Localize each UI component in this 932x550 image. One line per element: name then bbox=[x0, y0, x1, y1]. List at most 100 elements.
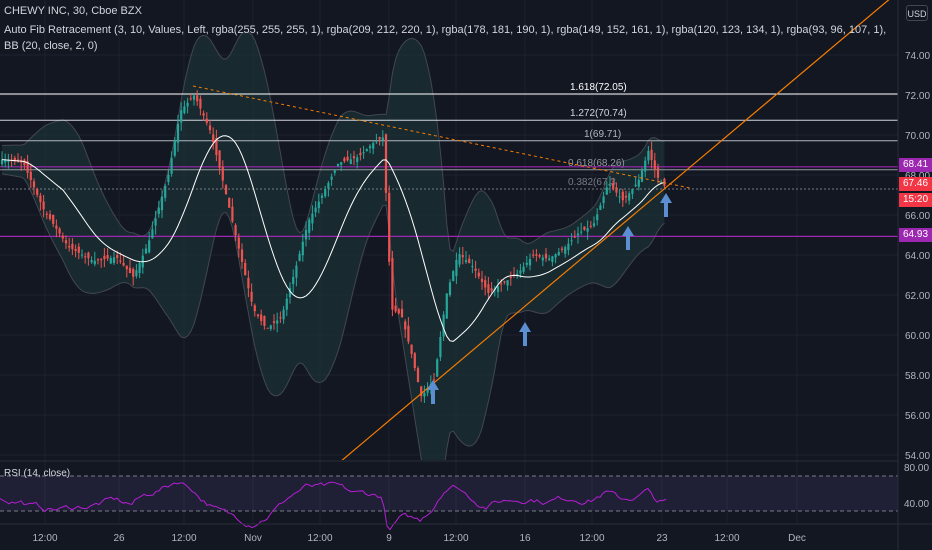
price-axis-tick: 54.00 bbox=[905, 451, 930, 462]
fib-indicator-label[interactable]: Auto Fib Retracement (3, 10, Values, Lef… bbox=[4, 24, 888, 36]
bollinger-lower-band bbox=[1, 173, 665, 460]
candle-body bbox=[237, 237, 240, 249]
candle-body bbox=[64, 240, 68, 244]
candle-body bbox=[170, 157, 173, 174]
candle-body bbox=[378, 137, 381, 140]
price-axis-tick: 70.00 bbox=[905, 131, 930, 142]
price-axis-tick: 58.00 bbox=[905, 371, 930, 382]
candle-body bbox=[314, 207, 317, 213]
candle-body bbox=[36, 189, 39, 195]
candle-body bbox=[432, 379, 436, 381]
candle-body bbox=[631, 189, 634, 194]
time-axis-tick: Dec bbox=[788, 533, 806, 544]
candle-body bbox=[244, 262, 247, 276]
rsi-axis-40: 40.00 bbox=[904, 499, 929, 510]
candle-body bbox=[618, 196, 621, 198]
candle-body bbox=[112, 257, 116, 263]
candle-body bbox=[528, 259, 532, 266]
candle-body bbox=[650, 149, 653, 160]
candle-body bbox=[58, 228, 61, 234]
price-axis[interactable]: 74.00 72.00 70.00 68.00 66.00 64.00 62.00 60.00… bbox=[905, 51, 930, 462]
candle-body bbox=[71, 243, 74, 250]
candle-body bbox=[592, 223, 596, 227]
up-arrow-icon bbox=[427, 380, 439, 404]
candle-body bbox=[532, 254, 535, 256]
candle-body bbox=[77, 246, 80, 253]
candle-body bbox=[186, 102, 189, 107]
candle-body bbox=[624, 195, 628, 198]
candle-body bbox=[205, 118, 208, 123]
symbol-title[interactable]: CHEWY INC, 30, Cboe BZX bbox=[4, 5, 142, 17]
bollinger-basis bbox=[1, 135, 665, 342]
candle-body bbox=[570, 240, 573, 242]
candle-body bbox=[196, 95, 199, 102]
candle-body bbox=[263, 316, 266, 326]
candle-body bbox=[93, 260, 96, 265]
candle-body bbox=[480, 278, 484, 282]
candle-body bbox=[605, 187, 608, 195]
arrow-annotations bbox=[427, 193, 672, 404]
candle-body bbox=[202, 113, 205, 116]
candle-body bbox=[602, 196, 605, 204]
time-axis-tick: 12:00 bbox=[307, 533, 332, 544]
candle-body bbox=[48, 214, 52, 220]
candle-body bbox=[349, 159, 352, 165]
candle-body bbox=[295, 265, 298, 278]
candle-body bbox=[256, 314, 260, 317]
candle-body bbox=[365, 149, 368, 152]
price-tag-64-93: 64.93 bbox=[899, 228, 932, 242]
candle-body bbox=[52, 214, 55, 224]
candle-body bbox=[55, 225, 58, 229]
candle-body bbox=[292, 277, 295, 285]
candle-body bbox=[490, 288, 493, 291]
candle-body bbox=[509, 277, 512, 279]
candle-body bbox=[26, 161, 29, 173]
candle-body bbox=[615, 187, 618, 193]
candle-body bbox=[538, 255, 541, 257]
time-axis-tick: Nov bbox=[244, 533, 262, 544]
candle-body bbox=[208, 125, 212, 131]
candlestick-series bbox=[0, 90, 666, 403]
candle-body bbox=[224, 185, 228, 195]
candle-body bbox=[439, 337, 442, 358]
candle-body bbox=[400, 308, 404, 318]
candle-body bbox=[183, 106, 186, 114]
candle-body bbox=[234, 225, 237, 236]
candle-body bbox=[637, 179, 640, 187]
fib-retracement: 1.618(72.05) 1.272(70.74) 1(69.71) 0.618(68… bbox=[0, 82, 898, 190]
candle-body bbox=[61, 235, 64, 239]
candle-body bbox=[343, 158, 346, 162]
candle-body bbox=[368, 146, 372, 149]
candle-body bbox=[279, 317, 282, 319]
fib-level-label: 0.382(67.3 bbox=[568, 177, 616, 188]
bb-indicator-label[interactable]: BB (20, close, 2, 0) bbox=[4, 40, 98, 52]
candle-body bbox=[464, 260, 468, 262]
candle-body bbox=[503, 281, 506, 283]
candle-body bbox=[445, 293, 448, 319]
candle-body bbox=[122, 262, 125, 266]
up-arrow-icon bbox=[622, 226, 634, 250]
candle-body bbox=[100, 259, 103, 261]
candle-body bbox=[276, 320, 279, 324]
time-axis[interactable]: 12:00 26 12:00 Nov 12:00 9 12:00 16 12:00 23 12:00… bbox=[32, 533, 805, 544]
rsi-indicator-label[interactable]: RSI (14, close) bbox=[4, 468, 71, 479]
candle-body bbox=[157, 207, 160, 214]
price-axis-tick: 72.00 bbox=[905, 91, 930, 102]
candle-body bbox=[333, 170, 336, 173]
candle-body bbox=[231, 206, 234, 222]
time-axis-tick: 12:00 bbox=[443, 533, 468, 544]
resistance-trendline-dashed[interactable] bbox=[192, 85, 691, 189]
candle-body bbox=[471, 266, 474, 268]
candle-body bbox=[384, 134, 388, 193]
candle-body bbox=[68, 246, 71, 248]
candle-body bbox=[285, 298, 288, 310]
candle-body bbox=[356, 157, 359, 163]
fib-level-label: 0.618(68.26) bbox=[568, 158, 625, 169]
candle-body bbox=[154, 218, 157, 226]
candle-body bbox=[250, 291, 253, 302]
candle-body bbox=[580, 231, 583, 233]
candle-body bbox=[634, 184, 637, 187]
candle-body bbox=[423, 392, 426, 397]
currency-button[interactable]: USD bbox=[906, 5, 928, 21]
